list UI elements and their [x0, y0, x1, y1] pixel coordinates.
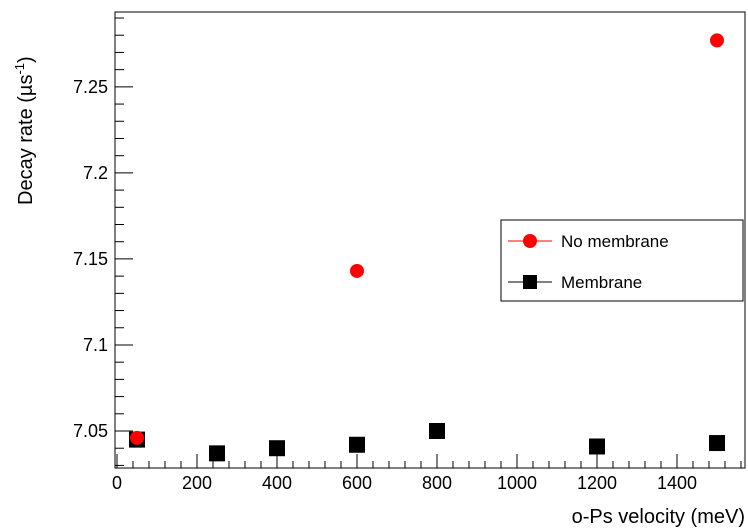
point-membrane: [709, 435, 725, 452]
y-axis-title: Decay rate (µs-1): [12, 56, 37, 205]
x-axis-title: o-Ps velocity (meV): [572, 506, 745, 528]
x-tick-label: 200: [182, 473, 212, 493]
data-markers: [129, 33, 725, 462]
point-membrane: [349, 436, 365, 453]
legend-box: [500, 219, 744, 302]
x-tick-label: 1200: [577, 473, 617, 493]
point-membrane: [589, 438, 605, 455]
y-axis-ticks: 7.05 7.1 7.15 7.2 7.25: [73, 17, 133, 466]
x-axis-ticks: 0 200 400 600 800 1000 1200 1400: [112, 454, 742, 493]
point-no-membrane: [350, 263, 364, 278]
x-tick-label: 400: [262, 473, 292, 493]
y-axis-title-main: Decay rate (µs: [15, 75, 37, 205]
legend-label-membrane: Membrane: [561, 273, 642, 292]
plot-frame: [114, 11, 746, 469]
x-tick-label: 1400: [657, 473, 697, 493]
y-axis-title-superscript: -1: [12, 63, 27, 75]
legend-marker-membrane: [523, 275, 537, 289]
y-tick-label: 7.05: [73, 421, 108, 441]
point-membrane: [209, 445, 225, 462]
x-tick-label: 800: [422, 473, 452, 493]
legend-marker-no-membrane: [523, 234, 537, 248]
y-tick-label: 7.25: [73, 77, 108, 97]
legend-label-no-membrane: No membrane: [561, 232, 669, 251]
point-membrane: [429, 423, 445, 440]
x-tick-label: 0: [112, 473, 122, 493]
point-membrane: [269, 440, 285, 457]
y-tick-label: 7.15: [73, 249, 108, 269]
legend: No membrane Membrane: [500, 219, 744, 302]
x-tick-label: 1000: [497, 473, 537, 493]
y-tick-label: 7.1: [83, 335, 108, 355]
point-no-membrane: [130, 430, 144, 445]
y-axis-title-close: ): [15, 56, 37, 63]
x-tick-label: 600: [342, 473, 372, 493]
point-no-membrane: [710, 33, 724, 48]
y-tick-label: 7.2: [83, 163, 108, 183]
